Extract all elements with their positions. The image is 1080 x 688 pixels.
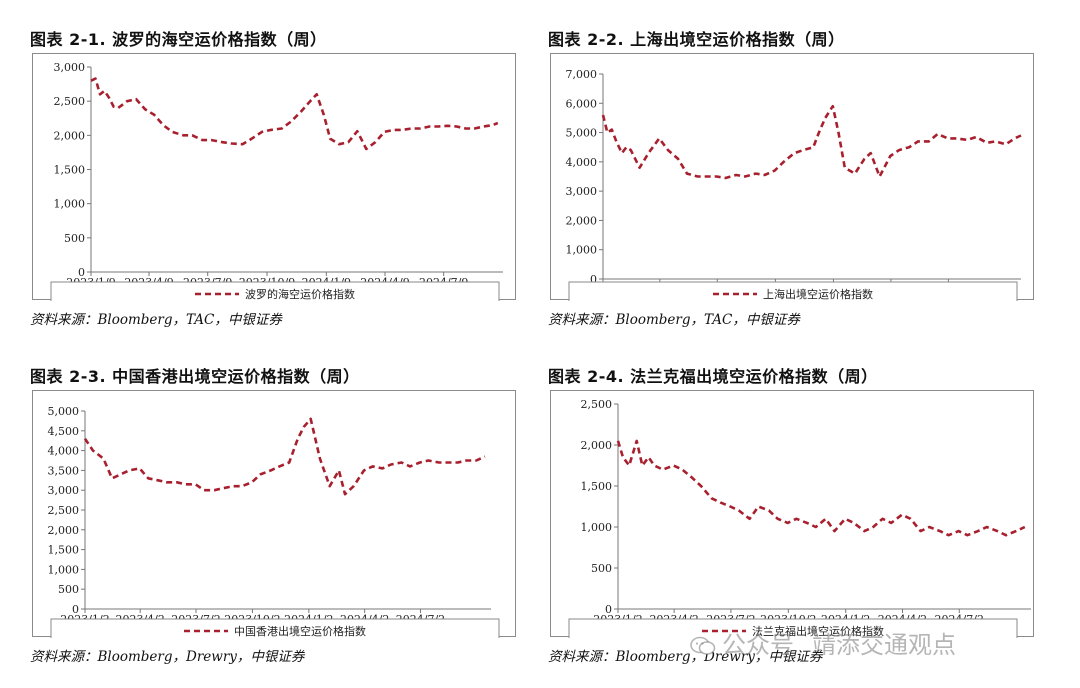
y-tick-label: 0: [605, 603, 612, 616]
legend-label: 波罗的海空运价格指数: [245, 287, 355, 301]
legend-box: [568, 281, 1018, 301]
source-note: 资料来源：Bloomberg，TAC，中银证券: [30, 312, 282, 328]
y-tick-label: 1,500: [581, 480, 613, 493]
source-note: 资料来源：Bloomberg，Drewry，中银证券: [30, 649, 305, 665]
y-tick-label: 5,000: [48, 405, 80, 418]
source-note: 资料来源：Bloomberg，TAC，中银证券: [548, 312, 800, 328]
source-note: 资料来源：Bloomberg，Drewry，中银证券: [548, 649, 823, 665]
y-tick-label: 0: [590, 273, 597, 286]
legend-label: 中国香港出境空运价格指数: [234, 624, 366, 638]
y-tick-label: 2,000: [54, 129, 86, 142]
y-tick-label: 500: [58, 583, 79, 596]
y-tick-label: 1,500: [48, 544, 80, 557]
y-tick-label: 1,000: [581, 521, 613, 534]
chart-frame: 01,0002,0003,0004,0005,0006,0007,0002023…: [550, 53, 1034, 301]
y-tick-label: 0: [72, 603, 79, 616]
line-chart: 01,0002,0003,0004,0005,0006,0007,0002023…: [566, 68, 1022, 301]
watermark: 公众号 靖添交通观点: [690, 625, 956, 660]
y-tick-label: 1,000: [54, 198, 86, 211]
chart-panel-shanghai: 图表 2-2. 上海出境空运价格指数（周） 0 1,000 2,000 3,000 4,…: [548, 26, 1038, 341]
line-chart: 0 500 1,000 1,500 2,000 2,500 3,000 3,500 4,000 4…: [48, 405, 500, 638]
wechat-icon: [690, 636, 716, 655]
y-tick-label: 3,000: [48, 484, 80, 497]
chart-panel-frankfurt: 图表 2-4. 法兰克福出境空运价格指数（周） 0 500 1,000 1,500 2,…: [548, 363, 1038, 678]
series-line: [616, 439, 1026, 537]
watermark-left: 公众号: [722, 631, 794, 659]
y-tick-label: 6,000: [566, 97, 598, 110]
y-tick-label: 2,500: [54, 95, 86, 108]
y-tick-label: 3,500: [48, 464, 80, 477]
series-line: [83, 417, 486, 496]
watermark-right: 靖添交通观点: [812, 631, 956, 659]
y-tick-label: 2,000: [581, 439, 613, 452]
chart-frame: 05001,0001,5002,0002,5002023/1/22023/4/2…: [550, 390, 1034, 638]
line-chart: 05001,0001,5002,0002,5003,0002023/1/9202…: [50, 61, 503, 301]
legend-box: [50, 618, 500, 638]
y-tick-label: 500: [64, 232, 85, 245]
series-line: [601, 104, 1022, 180]
y-tick-label: 7,000: [566, 68, 598, 81]
y-tick-label: 4,000: [566, 156, 598, 169]
y-tick-label: 0: [78, 266, 85, 279]
chart-frame: 0 500 1,000 1,500 2,000 2,500 3,000 3,500 4,000 4…: [32, 390, 516, 638]
y-tick-label: 1,500: [54, 164, 86, 177]
chart-title: 图表 2-4. 法兰克福出境空运价格指数（周）: [548, 367, 878, 386]
y-tick-label: 3,000: [54, 61, 86, 74]
line-chart: 05001,0001,5002,0002,5002023/1/22023/4/2…: [568, 398, 1031, 638]
legend-box: [50, 281, 500, 301]
legend-label: 法兰克福出境空运价格指数: [752, 624, 884, 638]
y-tick-label: 2,000: [48, 524, 80, 537]
chart-title: 图表 2-2. 上海出境空运价格指数（周）: [548, 30, 845, 49]
y-tick-label: 1,000: [48, 563, 80, 576]
y-tick-label: 2,500: [48, 504, 80, 517]
y-tick-label: 4,500: [48, 425, 80, 438]
chart-panel-baltic: 图表 2-1. 波罗的海空运价格指数（周） 0 500 1,000 1,500 2,00…: [30, 26, 520, 341]
legend-box: [568, 618, 1018, 638]
chart-title: 图表 2-3. 中国香港出境空运价格指数（周）: [30, 367, 360, 386]
y-tick-label: 5,000: [566, 127, 598, 140]
y-tick-label: 3,000: [566, 185, 598, 198]
y-tick-label: 1,000: [566, 244, 598, 257]
y-tick-label: 2,500: [581, 398, 613, 411]
series-line: [90, 77, 499, 151]
legend-label: 上海出境空运价格指数: [763, 287, 873, 301]
chart-panel-hongkong: 图表 2-3. 中国香港出境空运价格指数（周） 0 500 1,000 1,500 2,…: [30, 363, 520, 678]
y-tick-label: 4,000: [48, 445, 80, 458]
y-tick-label: 2,000: [566, 214, 598, 227]
chart-frame: 05001,0001,5002,0002,5003,0002023/1/9202…: [32, 53, 516, 301]
chart-title: 图表 2-1. 波罗的海空运价格指数（周）: [30, 30, 327, 49]
y-tick-label: 500: [591, 562, 612, 575]
